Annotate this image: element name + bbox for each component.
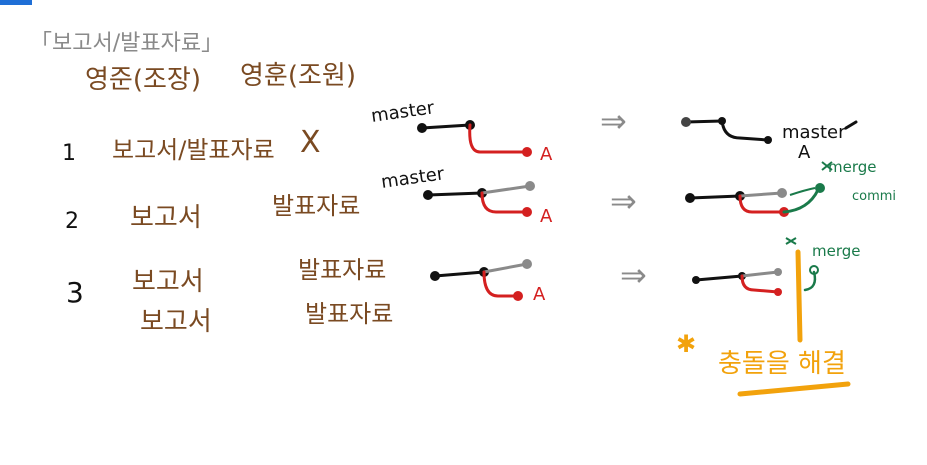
master-label-2: master: [380, 163, 446, 193]
corner-tab: [0, 0, 32, 5]
branch-a-edge-3: [482, 270, 520, 298]
master-label-1: master: [370, 97, 436, 127]
commit-node-a: [774, 288, 782, 296]
git-before-row-3: A: [430, 259, 546, 305]
arrow-row-2: ⇒: [610, 182, 637, 220]
row-3-number: 3: [66, 276, 84, 309]
merge-star-icon: [821, 161, 833, 171]
commit-node-gray: [774, 268, 782, 276]
branch-a-edge-2: [480, 191, 529, 214]
commit-node: [685, 193, 695, 203]
conflict-annotation: ✱ 충돌을 해결: [676, 249, 851, 397]
branch-a-label-1: A: [540, 144, 553, 165]
row-3-left: 보고서: [132, 267, 204, 297]
commit-node-gray: [525, 181, 535, 191]
master-edge-2: [426, 191, 484, 197]
git-after-row-2: merge commi: [685, 158, 896, 217]
result-master-label: master: [782, 122, 846, 143]
master-new-edge-3: [482, 262, 529, 274]
master-new-edge: [740, 270, 780, 278]
merge-commit-node: [815, 183, 825, 193]
merge-edge: [782, 188, 820, 214]
git-before-row-2: master A: [380, 163, 553, 227]
merge-commit-label-2: commi: [852, 189, 896, 204]
commit-node: [692, 276, 700, 284]
commit-node: [681, 117, 691, 127]
row-1-left: 보고서/발표자료: [112, 136, 275, 164]
git-after-row-1: master A: [681, 117, 858, 163]
merge-commit-label-1: merge: [828, 158, 877, 176]
row-3-right-2: 발표자료: [305, 300, 393, 328]
master-edge: [694, 274, 744, 282]
conflict-note: 충돌을 해결: [718, 349, 846, 379]
commit-node-a: [522, 147, 532, 157]
arrow-row-3: ⇒: [620, 256, 647, 294]
commit-node-gray: [522, 259, 532, 269]
commit-node-a: [513, 291, 523, 301]
fast-forward-edge: [720, 119, 770, 142]
row-2-left: 보고서: [130, 203, 202, 233]
merge-edge-2: [789, 187, 816, 196]
merge-star-icon: [785, 237, 797, 245]
branch-a-edge: [740, 274, 780, 294]
commit-node: [417, 123, 427, 133]
col-right-header: 영훈(조원): [240, 61, 356, 91]
branch-a-edge-1: [468, 123, 529, 154]
conflict-star-icon: ✱: [676, 330, 696, 358]
git-before-row-1: master A: [370, 97, 553, 165]
merge-commit-node: [809, 265, 819, 275]
row-3-left-2: 보고서: [140, 307, 212, 337]
master-new-edge-2: [480, 184, 532, 195]
commit-node: [423, 190, 433, 200]
branch-a-edge: [738, 194, 786, 214]
master-edge-1: [420, 123, 472, 130]
row-2-right: 발표자료: [272, 192, 360, 220]
git-after-row-3: merge: [692, 237, 861, 296]
branch-a-label-3: A: [533, 284, 546, 305]
commit-node: [430, 271, 440, 281]
master-tick: [844, 120, 858, 130]
master-new-edge: [738, 191, 784, 198]
result-a-label: A: [798, 142, 811, 163]
branch-a-label-2: A: [540, 206, 553, 227]
commit-node-a: [522, 207, 532, 217]
merge-label-3: merge: [812, 242, 861, 260]
conflict-underline: [737, 381, 851, 397]
conflict-vertical-line: [795, 249, 803, 343]
master-edge: [684, 119, 724, 124]
commit-node-gray: [777, 188, 787, 198]
bracket-title: 「보고서/발표자료」: [30, 31, 223, 56]
row-1-right: X: [300, 125, 321, 160]
row-3-right: 발표자료: [298, 256, 386, 284]
master-edge: [688, 194, 742, 200]
row-2-number: 2: [65, 209, 79, 234]
row-1-number: 1: [62, 141, 76, 166]
arrow-row-1: ⇒: [600, 102, 627, 140]
commit-node: [764, 136, 772, 144]
col-left-header: 영준(조장): [85, 65, 201, 95]
master-edge-3: [433, 270, 486, 278]
